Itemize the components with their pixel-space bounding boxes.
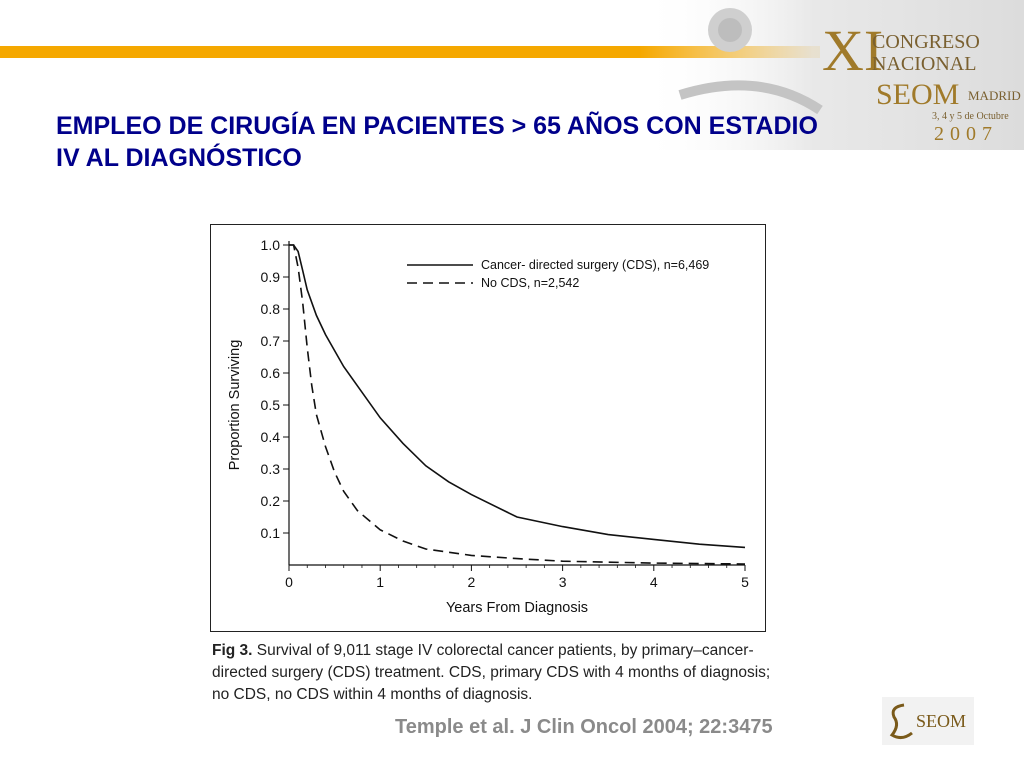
slide-title-line1: EMPLEO DE CIRUGÍA EN PACIENTES > 65 AÑOS… (56, 112, 818, 140)
congress-line1: CONGRESO (872, 31, 980, 53)
y-tick-label: 0.8 (261, 301, 281, 317)
congress-org: SEOM (876, 78, 959, 111)
legend-label: No CDS, n=2,542 (481, 276, 579, 290)
survival-chart: 0.1 0.2 0.3 0.4 0.5 0.6 0.7 0.8 0.9 1.0 0 1 2 3 4 5 Year… (210, 224, 766, 632)
congress-numeral: XI (822, 18, 883, 83)
seom-logo: SEOM (882, 697, 974, 745)
legend-label: Cancer- directed surgery (CDS), n=6,469 (481, 258, 709, 272)
x-tick-label: 3 (559, 574, 567, 590)
figure-caption: Fig 3. Survival of 9,011 stage IV colore… (212, 640, 782, 706)
y-tick-label: 0.2 (261, 493, 281, 509)
x-axis-label: Years From Diagnosis (446, 600, 588, 616)
y-tick-label: 1.0 (261, 237, 281, 253)
y-tick-label: 0.9 (261, 269, 281, 285)
y-tick-label: 0.4 (261, 429, 281, 445)
top-accent-bar (0, 46, 820, 58)
series-line-cds (289, 244, 746, 549)
y-tick-label: 0.6 (261, 365, 281, 381)
congress-dates: 3, 4 y 5 de Octubre (932, 111, 1009, 122)
caption-label: Fig 3. (212, 642, 253, 659)
y-tick-label: 0.7 (261, 333, 281, 349)
seom-logo-text: SEOM (916, 711, 966, 731)
citation: Temple et al. J Clin Oncol 2004; 22:3475 (395, 716, 773, 738)
congress-city: MADRID (968, 88, 1021, 103)
x-tick-label: 2 (468, 574, 476, 590)
slide-title-line2: IV AL DIAGNÓSTICO (56, 144, 302, 172)
survival-chart-svg: 0.1 0.2 0.3 0.4 0.5 0.6 0.7 0.8 0.9 1.0 0 1 2 3 4 5 Year… (227, 237, 749, 616)
y-tick-label: 0.5 (261, 397, 281, 413)
x-tick-label: 1 (376, 574, 384, 590)
y-tick-label: 0.1 (261, 525, 281, 541)
series-line-no-cds (289, 244, 746, 565)
x-tick-label: 5 (741, 574, 749, 590)
y-axis-label: Proportion Surviving (227, 340, 243, 471)
slide-title: EMPLEO DE CIRUGÍA EN PACIENTES > 65 AÑOS… (56, 110, 936, 174)
y-tick-label: 0.3 (261, 461, 281, 477)
x-tick-label: 4 (650, 574, 658, 590)
x-tick-label: 0 (285, 574, 293, 590)
caption-text: Survival of 9,011 stage IV colorectal ca… (212, 642, 771, 703)
congress-logo: XI CONGRESO NACIONAL SEOM MADRID 3, 4 y … (640, 0, 1024, 150)
congress-year: 2007 (934, 123, 998, 145)
congress-line2: NACIONAL (872, 53, 976, 75)
